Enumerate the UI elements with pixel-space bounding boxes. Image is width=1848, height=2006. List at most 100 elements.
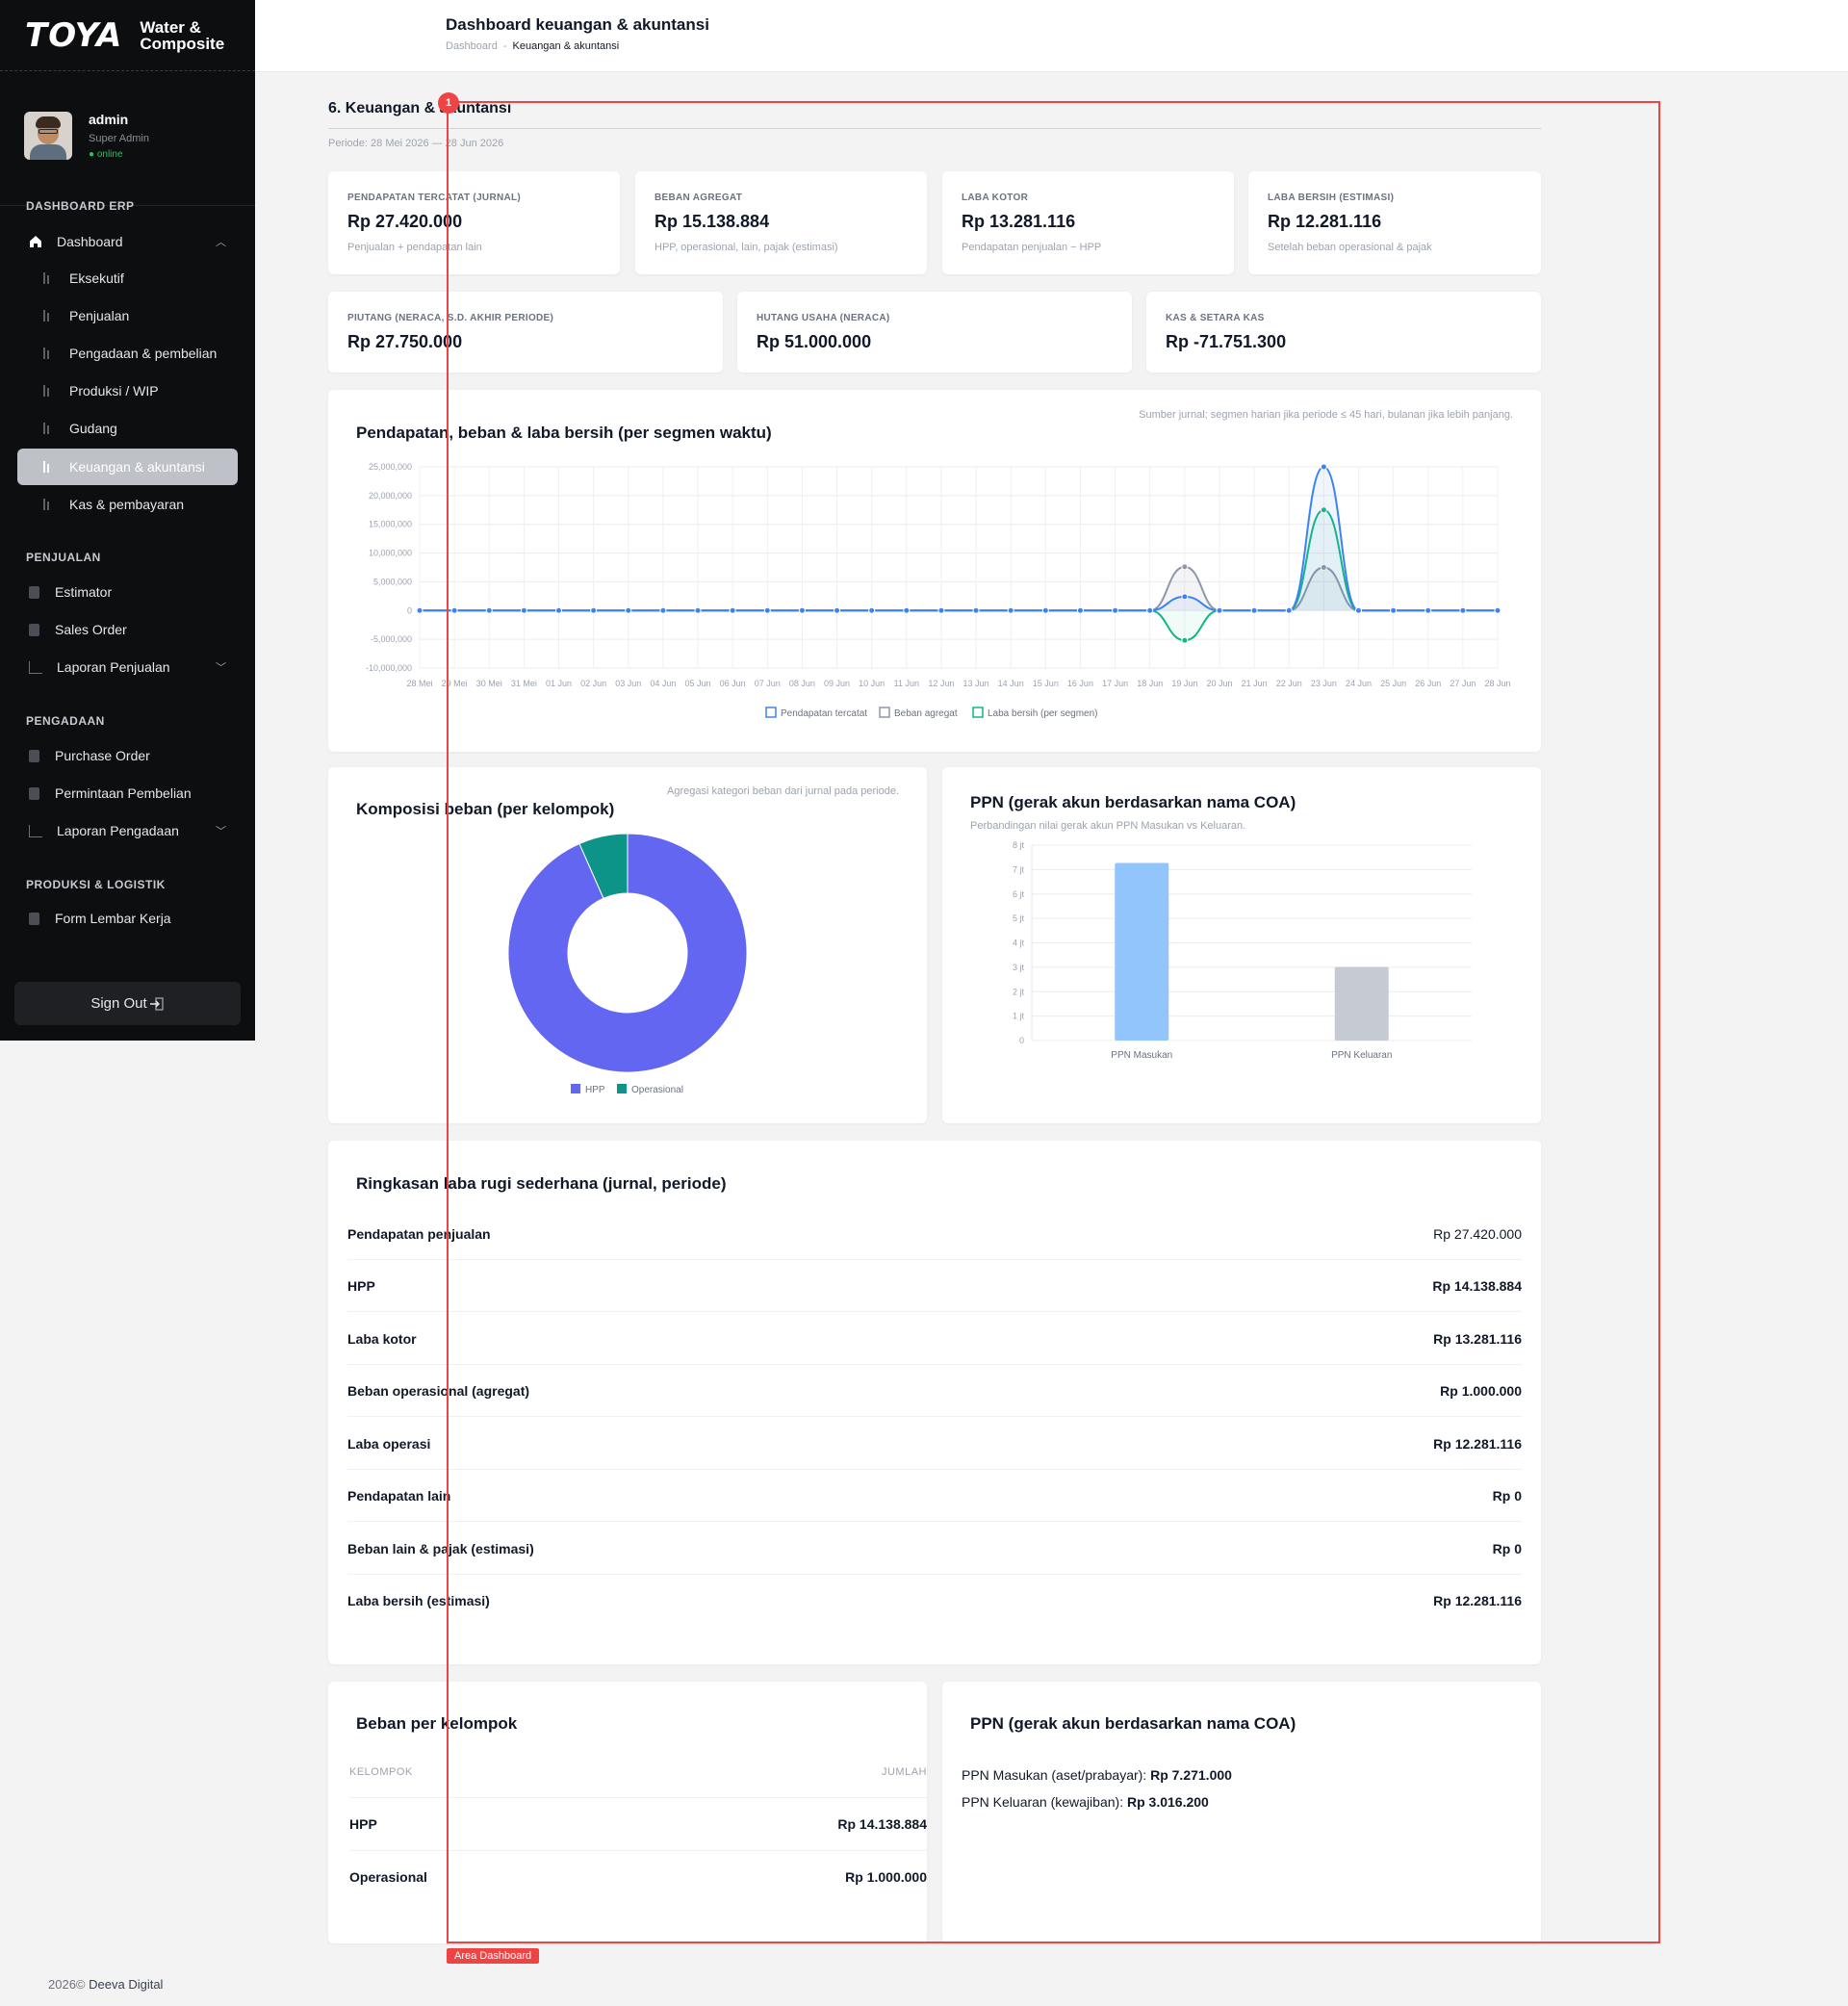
data-point	[1216, 606, 1223, 614]
pie-slice	[507, 833, 748, 1073]
breadcrumb-root[interactable]: Dashboard	[446, 40, 498, 52]
pl-row-label: Beban operasional (agregat)	[347, 1382, 530, 1399]
sidebar-item-sales-order[interactable]: Sales Order	[17, 611, 238, 648]
group-cell: HPP	[349, 1815, 377, 1832]
x-tick-label: 13 Jun	[963, 679, 989, 688]
nav-section-pengadaan: PENGADAAN	[26, 714, 105, 728]
pl-row-label: Laba kotor	[347, 1330, 417, 1347]
x-tick-label: 06 Jun	[720, 679, 746, 688]
kpi-label: KAS & SETARA KAS	[1166, 313, 1265, 323]
brand[interactable]: TOYA Water & Composite	[0, 0, 255, 71]
kpi-value: Rp 51.000.000	[757, 332, 872, 351]
kpi-label: LABA BERSIH (ESTIMASI)	[1268, 193, 1395, 203]
bar-chart-icon	[40, 498, 54, 511]
y-tick-label: 0	[1019, 1036, 1024, 1045]
x-tick-label: 23 Jun	[1311, 679, 1337, 688]
y-tick-label: 2 jt	[1013, 987, 1025, 996]
data-point	[555, 606, 563, 614]
sidebar-item-laporan-penjualan[interactable]: Laporan Penjualan ﹀	[17, 649, 238, 685]
kpi-card-laba-bersih: LABA BERSIH (ESTIMASI) Rp 12.281.116 Set…	[1248, 171, 1541, 274]
kpi-card-hutang: HUTANG USAHA (NERACA) Rp 51.000.000	[737, 292, 1132, 373]
data-point	[1494, 606, 1502, 614]
x-tick-label: 11 Jun	[894, 679, 919, 688]
sidebar-item-keuangan[interactable]: Keuangan & akuntansi	[17, 449, 238, 485]
kpi-card-laba-kotor: LABA KOTOR Rp 13.281.116 Pendapatan penj…	[942, 171, 1234, 274]
y-tick-label: 0	[407, 605, 412, 615]
kpi-value: Rp 27.750.000	[347, 332, 463, 351]
kpi-card-beban: BEBAN AGREGAT Rp 15.138.884 HPP, operasi…	[635, 171, 927, 274]
sidebar-item-estimator[interactable]: Estimator	[17, 574, 238, 610]
y-tick-label: 6 jt	[1013, 889, 1025, 899]
chevron-up-icon: ︿	[216, 237, 226, 248]
x-tick-label: 29 Mei	[442, 679, 468, 688]
kpi-card-kas: KAS & SETARA KAS Rp -71.751.300	[1146, 292, 1541, 373]
data-point	[1250, 606, 1258, 614]
legend-label: Laba bersih (per segmen)	[988, 708, 1098, 719]
kpi-label: BEBAN AGREGAT	[654, 193, 743, 203]
sidebar-item-label: Estimator	[55, 584, 113, 600]
pl-row-value: Rp 27.420.000	[1433, 1225, 1522, 1242]
data-point	[1459, 606, 1467, 614]
x-tick-label: 03 Jun	[615, 679, 641, 688]
x-tick-label: 15 Jun	[1033, 679, 1059, 688]
pl-row-pendapatan-lain: Pendapatan lain Rp 0	[347, 1470, 1522, 1522]
footer-company[interactable]: Deeva Digital	[89, 1977, 164, 1992]
user-panel: admin Super Admin ● online	[0, 71, 255, 206]
data-point	[1390, 606, 1398, 614]
data-point	[694, 606, 702, 614]
x-tick-label: 26 Jun	[1415, 679, 1441, 688]
x-tick-label: 31 Mei	[511, 679, 537, 688]
pl-row-label: HPP	[347, 1277, 375, 1294]
sidebar-item-form-lembar-kerja[interactable]: Form Lembar Kerja	[17, 900, 238, 937]
annotation-label: Area Dashboard	[447, 1948, 540, 1964]
sidebar-item-gudang[interactable]: Gudang	[17, 410, 238, 447]
kpi-value: Rp 13.281.116	[962, 212, 1076, 231]
sidebar-item-pengadaan[interactable]: Pengadaan & pembelian	[17, 335, 238, 372]
sidebar-item-laporan-pengadaan[interactable]: Laporan Pengadaan ﹀	[17, 812, 238, 849]
x-tick-label: 04 Jun	[650, 679, 676, 688]
x-tick-label: 16 Jun	[1067, 679, 1093, 688]
legend-label: Beban agregat	[894, 708, 958, 719]
sidebar-item-produksi[interactable]: Produksi / WIP	[17, 373, 238, 409]
x-tick-label: 10 Jun	[859, 679, 885, 688]
pl-row-value: Rp 14.138.884	[1432, 1277, 1522, 1294]
pl-row-value: Rp 12.281.116	[1433, 1593, 1522, 1608]
sidebar-item-penjualan[interactable]: Penjualan	[17, 297, 238, 334]
x-tick-label: 30 Mei	[476, 679, 502, 688]
nav-section-produksi: PRODUKSI & LOGISTIK	[26, 878, 166, 891]
sidebar-item-eksekutif[interactable]: Eksekutif	[17, 260, 238, 296]
x-tick-label: 19 Jun	[1171, 679, 1197, 688]
sidebar-item-permintaan-pembelian[interactable]: Permintaan Pembelian	[17, 775, 238, 811]
sidebar-item-label: Gudang	[69, 421, 117, 436]
x-tick-label: PPN Masukan	[1111, 1050, 1172, 1061]
kpi-label: HUTANG USAHA (NERACA)	[757, 313, 890, 323]
breadcrumb-separator: -	[502, 40, 507, 52]
document-icon	[29, 749, 39, 762]
x-tick-label: 17 Jun	[1102, 679, 1128, 688]
donut-chart-card: Komposisi beban (per kelompok) Agregasi …	[328, 767, 927, 1123]
pl-row-label: Pendapatan penjualan	[347, 1225, 491, 1242]
x-tick-label: 02 Jun	[580, 679, 606, 688]
chevron-down-icon: ﹀	[216, 826, 226, 837]
card-note: Agregasi kategori beban dari jurnal pada…	[667, 785, 899, 797]
kpi-card-piutang: PIUTANG (NERACA, S.D. AKHIR PERIODE) Rp …	[328, 292, 723, 373]
data-point	[903, 606, 911, 614]
sign-out-button[interactable]: Sign Out	[14, 982, 241, 1025]
pl-row-laba-kotor: Laba kotor Rp 13.281.116	[347, 1313, 1522, 1365]
kpi-note: HPP, operasional, lain, pajak (estimasi)	[654, 242, 838, 253]
ppn-bar-chart-card: PPN (gerak akun berdasarkan nama COA) Pe…	[942, 767, 1541, 1123]
legend-label: Operasional	[631, 1085, 683, 1095]
data-point	[1041, 606, 1049, 614]
bar-chart-icon	[40, 422, 54, 435]
data-point	[1076, 606, 1084, 614]
legend-swatch	[879, 707, 890, 718]
sidebar-item-dashboard[interactable]: Dashboard ︿	[17, 223, 238, 260]
data-point	[416, 606, 424, 614]
sidebar-item-kas[interactable]: Kas & pembayaran	[17, 486, 238, 523]
pl-row-label: Beban lain & pajak (estimasi)	[347, 1540, 534, 1556]
divider	[328, 128, 1541, 129]
user-role: Super Admin	[89, 133, 149, 144]
column-header-group: KELOMPOK	[349, 1766, 413, 1778]
sidebar-item-purchase-order[interactable]: Purchase Order	[17, 737, 238, 774]
brand-logo: TOYA	[25, 15, 123, 55]
